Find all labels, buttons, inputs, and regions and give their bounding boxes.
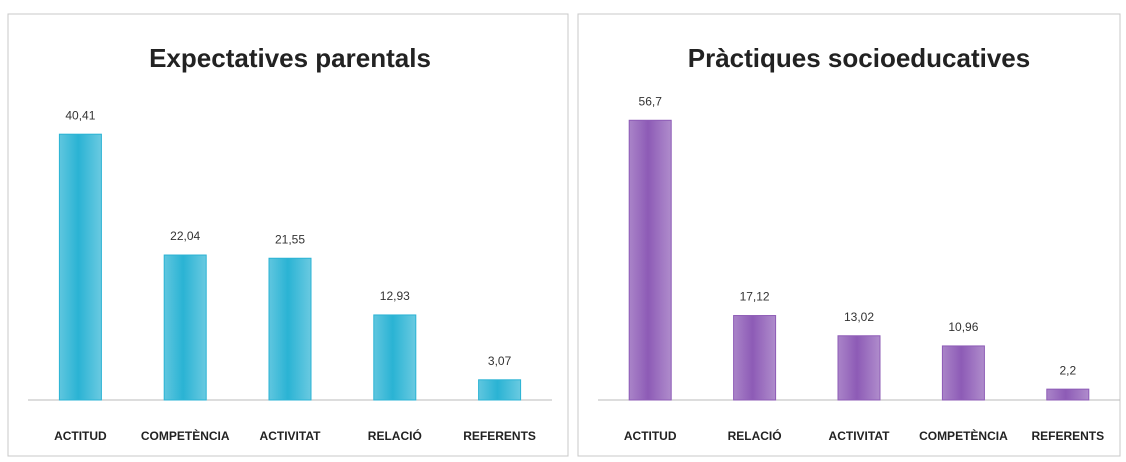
bar: [941, 345, 985, 401]
bar: [373, 314, 417, 401]
value-label: 3,07: [488, 354, 512, 368]
bar: [1046, 388, 1090, 401]
bar: [478, 379, 522, 401]
chart-title: Pràctiques socioeducatives: [688, 43, 1030, 73]
x-tick-label: ACTITUD: [54, 429, 107, 443]
value-label: 56,7: [639, 94, 663, 108]
bar: [268, 257, 312, 401]
value-label: 10,96: [948, 320, 978, 334]
x-tick-label: ACTIVITAT: [260, 429, 322, 443]
chart-title: Expectatives parentals: [149, 43, 431, 73]
value-label: 2,2: [1059, 363, 1076, 377]
x-tick-label: ACTIVITAT: [829, 429, 891, 443]
x-tick-label: RELACIÓ: [728, 428, 782, 443]
bar: [58, 133, 102, 401]
bar: [628, 119, 672, 401]
x-tick-label: REFERENTS: [463, 429, 536, 443]
x-tick-label: COMPETÈNCIA: [141, 428, 230, 443]
value-label: 12,93: [380, 289, 410, 303]
value-label: 40,41: [65, 108, 95, 122]
value-label: 17,12: [740, 290, 770, 304]
x-tick-label: COMPETÈNCIA: [919, 428, 1008, 443]
bar: [733, 315, 777, 401]
x-tick-label: RELACIÓ: [368, 428, 422, 443]
value-label: 22,04: [170, 229, 200, 243]
bar: [837, 335, 881, 401]
value-label: 21,55: [275, 232, 305, 246]
x-tick-label: ACTITUD: [624, 429, 677, 443]
bar: [163, 254, 207, 401]
value-label: 13,02: [844, 310, 874, 324]
x-tick-label: REFERENTS: [1031, 429, 1104, 443]
